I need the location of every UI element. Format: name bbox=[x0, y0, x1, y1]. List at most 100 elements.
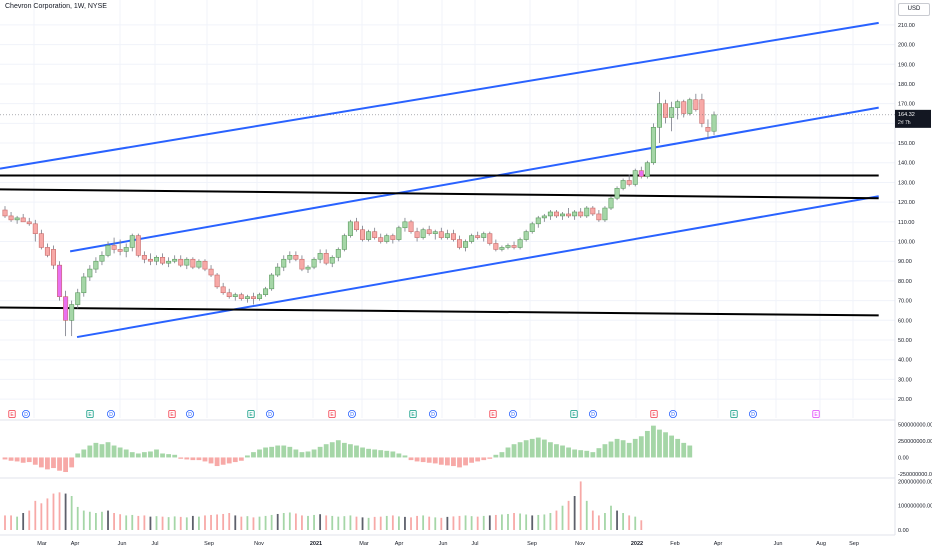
oscillator-bar bbox=[2, 457, 8, 460]
oscillator-bar bbox=[426, 457, 432, 463]
volume-tick-label: 100000000.00 bbox=[898, 504, 932, 510]
marker-box bbox=[730, 410, 738, 418]
oscillator-bar bbox=[566, 447, 571, 458]
oscillator-bar bbox=[535, 437, 541, 458]
volume-bar bbox=[125, 515, 128, 530]
event-label: D bbox=[591, 412, 595, 418]
countdown-label: 2d 7h bbox=[898, 120, 911, 126]
candle-body bbox=[178, 258, 184, 266]
price-tick-label: 70.00 bbox=[898, 299, 912, 305]
oscillator-bar bbox=[238, 457, 244, 461]
candle-body bbox=[608, 197, 614, 209]
oscillator-bar bbox=[372, 449, 378, 458]
oscillator-bar bbox=[329, 442, 335, 458]
candle-body bbox=[172, 258, 178, 262]
candle-body bbox=[305, 266, 311, 270]
candle-body bbox=[572, 211, 578, 217]
volume-bar bbox=[198, 516, 200, 530]
volume-bar bbox=[622, 513, 625, 530]
oscillator-bar bbox=[311, 449, 317, 458]
volume-bar bbox=[488, 515, 491, 530]
oscillator-bar bbox=[596, 448, 602, 458]
volume-bar bbox=[604, 513, 606, 530]
volume-bar bbox=[88, 511, 91, 530]
candle-body bbox=[250, 296, 256, 299]
time-tick-label: Jun bbox=[774, 541, 783, 547]
volume-bar bbox=[28, 510, 31, 530]
candle-body bbox=[117, 249, 123, 252]
oscillator-bar bbox=[160, 453, 165, 458]
candle-body bbox=[287, 255, 293, 260]
oscillator-bar bbox=[172, 454, 178, 458]
volume-bar bbox=[507, 513, 509, 530]
oscillator-bar bbox=[554, 444, 559, 458]
oscillator-bar bbox=[111, 445, 117, 458]
marker-box bbox=[489, 410, 497, 418]
currency-button[interactable]: USD bbox=[898, 3, 930, 16]
candle-body bbox=[517, 239, 523, 248]
candle-body bbox=[656, 103, 662, 128]
volume-tick-label: 0.00 bbox=[898, 528, 909, 534]
oscillator-bar bbox=[341, 442, 347, 458]
oscillator-bar bbox=[378, 450, 384, 458]
candle-body bbox=[335, 249, 341, 258]
marker-box bbox=[812, 410, 820, 418]
candle-body bbox=[160, 256, 166, 264]
marker-circle bbox=[347, 409, 356, 418]
volume-tick-label: 200000000.00 bbox=[898, 479, 932, 485]
event-label: D bbox=[188, 412, 192, 418]
oscillator-bar bbox=[584, 450, 590, 458]
price-tick-label: 50.00 bbox=[898, 338, 912, 344]
oscillator-bar bbox=[420, 457, 426, 463]
dividend-marker: D bbox=[107, 409, 116, 418]
event-label: E bbox=[814, 412, 818, 418]
volume-bar bbox=[416, 515, 418, 530]
volume-bar bbox=[210, 514, 212, 530]
candle-body bbox=[220, 286, 226, 294]
time-tick-label: Apr bbox=[395, 541, 404, 547]
oscillator-bar bbox=[129, 452, 135, 458]
volume-bar bbox=[440, 517, 443, 530]
volume-bar bbox=[501, 514, 503, 530]
candle-body bbox=[632, 170, 638, 185]
oscillator-bar bbox=[511, 444, 517, 458]
candle-body bbox=[63, 296, 69, 321]
volume-bar bbox=[543, 514, 546, 530]
candle-body bbox=[238, 294, 244, 299]
last-price-label: 164.32 bbox=[898, 112, 915, 118]
candle-body bbox=[614, 188, 620, 199]
candle-body bbox=[584, 207, 590, 217]
candle-body bbox=[432, 231, 438, 234]
oscillator-bar bbox=[184, 457, 190, 460]
oscillator-bar bbox=[75, 453, 81, 458]
candle-body bbox=[547, 211, 553, 217]
time-tick-label: 2021 bbox=[310, 541, 322, 547]
candle-body bbox=[687, 99, 693, 114]
volume-bar bbox=[422, 515, 425, 530]
candle-body bbox=[69, 304, 75, 321]
candle-body bbox=[535, 217, 541, 225]
oscillator-bar bbox=[141, 452, 147, 458]
earnings-marker: E bbox=[86, 410, 94, 418]
volume-bar bbox=[561, 505, 564, 530]
volume-bar bbox=[58, 492, 61, 530]
event-label: D bbox=[751, 412, 755, 418]
volume-bar bbox=[428, 516, 431, 530]
candle-body bbox=[2, 209, 8, 217]
oscillator-bar bbox=[632, 438, 638, 458]
marker-circle bbox=[21, 409, 30, 418]
event-label: E bbox=[10, 412, 14, 418]
dividend-marker: D bbox=[508, 409, 517, 418]
oscillator-bar bbox=[348, 444, 353, 458]
volume-bar bbox=[355, 516, 358, 530]
oscillator-bar bbox=[148, 451, 153, 458]
candle-body bbox=[50, 249, 56, 266]
volume-bar bbox=[398, 516, 400, 530]
volume-bar bbox=[567, 500, 570, 530]
candle-body bbox=[444, 233, 450, 238]
dividend-marker: D bbox=[265, 409, 274, 418]
event-label: E bbox=[732, 412, 736, 418]
volume-bar bbox=[537, 514, 540, 530]
candle-body bbox=[372, 231, 378, 238]
